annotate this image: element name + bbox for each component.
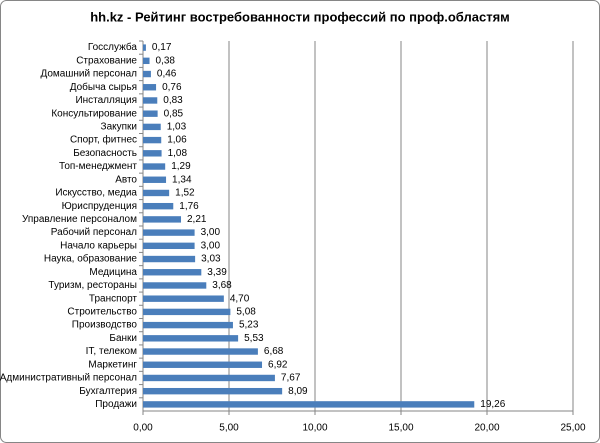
y-tick-label: Строительство: [67, 307, 137, 318]
y-tick-label: Бухгалтерия: [79, 386, 137, 397]
x-tick-label: 20,00: [474, 423, 499, 434]
bar: [143, 282, 207, 289]
bar: [143, 110, 158, 117]
y-tick-label: Туризм, рестораны: [48, 280, 137, 291]
bar: [143, 163, 166, 170]
bar: [143, 84, 157, 91]
data-label: 8,09: [288, 386, 308, 397]
y-tick-label: Закупки: [101, 122, 137, 133]
bar: [143, 348, 258, 355]
data-label: 3,39: [207, 267, 227, 278]
data-label: 1,08: [168, 148, 188, 159]
bar: [143, 150, 162, 157]
data-label: 3,68: [212, 280, 232, 291]
data-label: 6,68: [264, 346, 284, 357]
bar: [143, 216, 182, 223]
y-tick-label: Производство: [72, 320, 138, 331]
y-tick-label: Продажи: [95, 399, 137, 410]
data-label: 2,21: [187, 214, 207, 225]
data-label: 6,92: [268, 359, 288, 370]
data-label: 0,76: [162, 82, 182, 93]
bar: [143, 361, 263, 368]
data-label: 3,03: [201, 254, 221, 265]
y-tick-label: IT, телеком: [86, 346, 137, 357]
y-tick-label: Добыча сырья: [70, 81, 137, 93]
bar: [143, 97, 158, 104]
y-tick-label: Спорт, фитнес: [70, 134, 137, 146]
bar: [143, 374, 275, 382]
bar: [143, 269, 202, 276]
y-tick-label: Управление персоналом: [22, 214, 137, 225]
y-tick-label: Искусство, медиа: [55, 188, 137, 199]
y-tick-label: Наука, образование: [44, 253, 138, 265]
bar: [143, 242, 195, 250]
data-label: 5,08: [236, 307, 256, 318]
y-tick-label: Банки: [109, 333, 137, 344]
x-tick-label: 0,00: [133, 423, 153, 434]
bar: [143, 70, 151, 78]
data-label: 1,52: [175, 188, 195, 199]
y-tick-label: Юриспруденция: [62, 201, 137, 212]
y-tick-label: Рабочий персонал: [51, 226, 137, 238]
chart-title: hh.kz - Рейтинг востребованности професс…: [90, 9, 510, 24]
bar: [143, 295, 224, 302]
data-label: 3,00: [201, 227, 221, 238]
bar: [143, 57, 150, 65]
bar: [143, 335, 239, 342]
x-tick-label: 10,00: [302, 423, 327, 434]
bar: [143, 255, 196, 263]
data-label: 1,76: [179, 201, 199, 212]
data-label: 1,29: [171, 161, 191, 172]
y-tick-label: Госслужба: [88, 41, 138, 53]
bar: [143, 123, 161, 131]
data-label: 0,17: [152, 42, 172, 53]
y-tick-label: Консультирование: [51, 108, 137, 119]
bar: [143, 202, 174, 210]
data-label: 0,46: [157, 69, 177, 80]
bar: [143, 387, 283, 395]
y-tick-label: Безопасность: [73, 148, 137, 159]
data-label: 1,34: [172, 174, 192, 185]
y-tick-label: Медицина: [89, 267, 137, 278]
data-label: 5,23: [239, 320, 259, 331]
data-label: 1,03: [167, 122, 187, 133]
y-tick-label: Домашний персонал: [40, 69, 137, 80]
bar: [143, 189, 170, 197]
y-tick-label: Начало карьеры: [60, 240, 137, 251]
data-label: 5,53: [244, 333, 264, 344]
bar: [143, 44, 146, 51]
x-tick-label: 5,00: [219, 423, 239, 434]
data-label: 7,67: [281, 373, 301, 384]
data-label: 0,38: [156, 55, 176, 66]
data-label: 4,70: [230, 293, 250, 304]
bar: [143, 401, 475, 408]
data-label: 1,06: [167, 135, 187, 146]
y-tick-label: Маркетинг: [88, 359, 137, 370]
y-tick-label: Топ-менеджмент: [59, 161, 137, 172]
x-tick-label: 15,00: [388, 423, 413, 434]
bar: [143, 229, 195, 236]
bar: [143, 136, 162, 144]
data-label: 19,26: [480, 399, 505, 410]
y-tick-label: Инсталляция: [75, 95, 137, 106]
bar: [143, 308, 231, 316]
y-tick-label: Транспорт: [89, 293, 138, 304]
data-label: 3,00: [201, 240, 221, 251]
y-tick-label: Авто: [115, 174, 137, 185]
data-label: 0,85: [164, 108, 184, 119]
bar: [143, 321, 233, 329]
bar: [143, 176, 167, 183]
y-tick-label: Страхование: [76, 55, 137, 66]
y-tick-label: Административный персонал: [0, 373, 137, 384]
data-label: 0,83: [163, 95, 183, 106]
x-tick-label: 25,00: [560, 423, 585, 434]
